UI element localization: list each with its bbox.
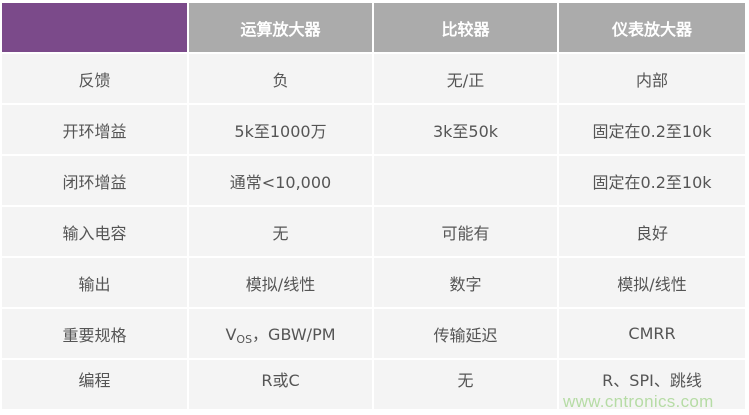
table-cell: 固定在0.2至10k: [559, 105, 745, 154]
table-row: 输入电容 无 可能有 良好: [2, 207, 745, 256]
table-cell: 固定在0.2至10k: [559, 156, 745, 205]
table-row: 重要规格 VOS，GBW/PM 传输延迟 CMRR: [2, 309, 745, 358]
row-label: 编程: [2, 360, 187, 409]
table-cell: 内部: [559, 54, 745, 103]
watermark: www.cntronics.com: [563, 392, 714, 411]
table-row: 开环增益 5k至1000万 3k至50k 固定在0.2至10k: [2, 105, 745, 154]
table-cell: 通常<10,000: [189, 156, 372, 205]
vos-subscript: OS: [236, 333, 253, 346]
table-cell: 负: [189, 54, 372, 103]
vos-symbol: V: [225, 325, 237, 344]
corner-header: [2, 3, 187, 52]
table-cell: R或C: [189, 360, 372, 409]
header-comparator: 比较器: [374, 3, 557, 52]
row-label: 输出: [2, 258, 187, 307]
row-label: 开环增益: [2, 105, 187, 154]
table-cell: 3k至50k: [374, 105, 557, 154]
table-cell: 无/正: [374, 54, 557, 103]
table-cell: VOS，GBW/PM: [189, 309, 372, 358]
table-cell: 数字: [374, 258, 557, 307]
table-row: 闭环增益 通常<10,000 固定在0.2至10k: [2, 156, 745, 205]
table-cell: CMRR: [559, 309, 745, 358]
table-cell: [374, 156, 557, 205]
row-label: 闭环增益: [2, 156, 187, 205]
row-label: 重要规格: [2, 309, 187, 358]
table-row: 反馈 负 无/正 内部: [2, 54, 745, 103]
gbw-pm-text: ，GBW/PM: [252, 325, 336, 344]
table-row: 编程 R或C 无 R、SPI、跳线: [2, 360, 745, 409]
table-cell: 可能有: [374, 207, 557, 256]
table-cell: 无: [189, 207, 372, 256]
row-label: 反馈: [2, 54, 187, 103]
header-op-amp: 运算放大器: [189, 3, 372, 52]
header-instrumentation-amp: 仪表放大器: [559, 3, 745, 52]
table-row: 输出 模拟/线性 数字 模拟/线性: [2, 258, 745, 307]
table-cell: 无: [374, 360, 557, 409]
table-cell: R、SPI、跳线: [559, 360, 745, 409]
row-label: 输入电容: [2, 207, 187, 256]
table-cell: 良好: [559, 207, 745, 256]
header-row: 运算放大器 比较器 仪表放大器: [2, 3, 745, 52]
table-cell: 5k至1000万: [189, 105, 372, 154]
table-cell: 传输延迟: [374, 309, 557, 358]
table-cell: 模拟/线性: [559, 258, 745, 307]
table-cell: 模拟/线性: [189, 258, 372, 307]
